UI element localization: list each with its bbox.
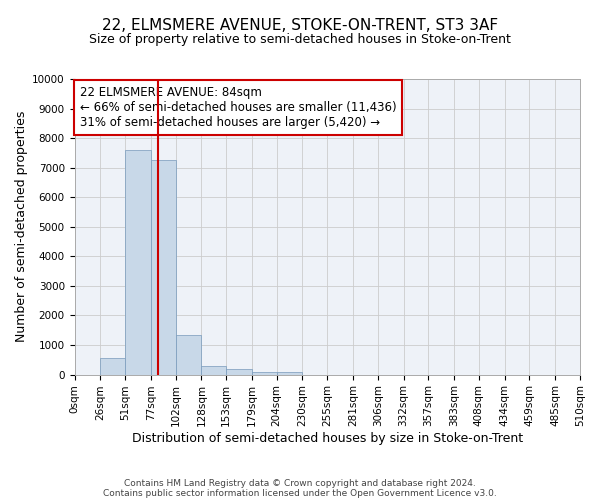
Text: 22, ELMSMERE AVENUE, STOKE-ON-TRENT, ST3 3AF: 22, ELMSMERE AVENUE, STOKE-ON-TRENT, ST3… bbox=[102, 18, 498, 32]
Text: Size of property relative to semi-detached houses in Stoke-on-Trent: Size of property relative to semi-detach… bbox=[89, 32, 511, 46]
Y-axis label: Number of semi-detached properties: Number of semi-detached properties bbox=[15, 111, 28, 342]
Text: Contains public sector information licensed under the Open Government Licence v3: Contains public sector information licen… bbox=[103, 488, 497, 498]
X-axis label: Distribution of semi-detached houses by size in Stoke-on-Trent: Distribution of semi-detached houses by … bbox=[131, 432, 523, 445]
Bar bbox=[252, 372, 277, 374]
Text: Contains HM Land Registry data © Crown copyright and database right 2024.: Contains HM Land Registry data © Crown c… bbox=[124, 478, 476, 488]
Text: 22 ELMSMERE AVENUE: 84sqm
← 66% of semi-detached houses are smaller (11,436)
31%: 22 ELMSMERE AVENUE: 84sqm ← 66% of semi-… bbox=[80, 86, 396, 130]
Bar bbox=[176, 334, 202, 374]
Bar bbox=[151, 160, 176, 374]
Bar bbox=[100, 358, 125, 374]
Bar bbox=[277, 372, 302, 374]
Bar bbox=[125, 150, 151, 374]
Bar bbox=[202, 366, 226, 374]
Bar bbox=[226, 370, 252, 374]
